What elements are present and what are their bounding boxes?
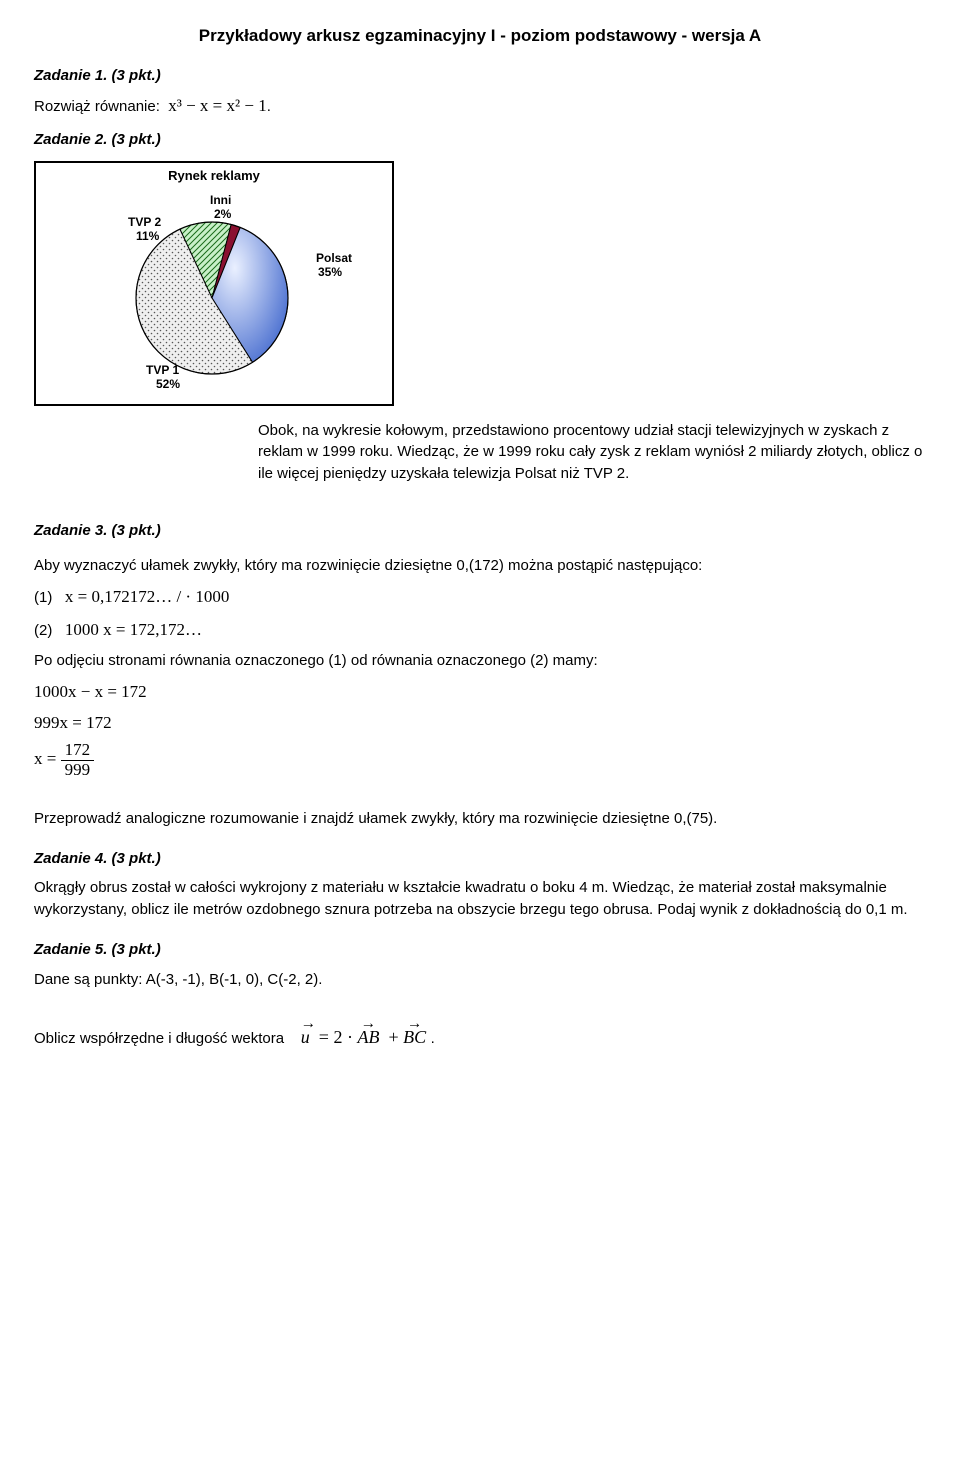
z5-vec-text: Oblicz współrzędne i długość wektora (34, 1030, 284, 1047)
z3-question: Aby wyznaczyć ułamek zwykły, który ma ro… (34, 555, 926, 577)
pie-chart: TVP 152% TVP 211% Inni2% Polsat35% (42, 188, 382, 398)
svg-text:2%: 2% (214, 207, 232, 221)
z4-text: Okrągły obrus został w całości wykrojony… (34, 877, 926, 921)
svg-text:35%: 35% (318, 265, 342, 279)
z5-dot: . (431, 1030, 435, 1047)
z3-intro: Obok, na wykresie kołowym, przedstawiono… (258, 420, 926, 485)
svg-text:TVP 1: TVP 1 (146, 363, 179, 377)
svg-text:11%: 11% (136, 229, 160, 243)
z1-text: Rozwiąż równanie: (34, 98, 160, 115)
z2-head: Zadanie 2. (3 pkt.) (34, 131, 161, 148)
eq1-label: (1) (34, 589, 52, 606)
z1-head: Zadanie 1. (3 pkt.) (34, 67, 161, 84)
z3-head: Zadanie 3. (3 pkt.) (34, 522, 161, 539)
page-title: Przykładowy arkusz egzaminacyjny I - poz… (34, 24, 926, 49)
svg-text:Inni: Inni (210, 193, 231, 207)
svg-text:Polsat: Polsat (316, 251, 352, 265)
z5-vec-formula: →u = 2 · →AB + →BC (301, 1027, 431, 1047)
z3-after: Po odjęciu stronami równania oznaczonego… (34, 650, 926, 672)
frac-den: 999 (61, 761, 95, 780)
svg-text:52%: 52% (156, 377, 180, 391)
derive-line-2: 999x = 172 (34, 711, 926, 736)
frac-num: 172 (61, 741, 95, 761)
frac-x-label: x = (34, 750, 56, 769)
pie-chart-title: Rynek reklamy (42, 167, 386, 186)
derive-line-1: 1000x − x = 172 (34, 680, 926, 705)
derive-line-3: x = 172 999 (34, 741, 926, 779)
z5-points: Dane są punkty: A(-3, -1), B(-1, 0), C(-… (34, 969, 926, 991)
eq2: 1000 x = 172,172… (65, 620, 202, 639)
eq2-label: (2) (34, 622, 52, 639)
z4-head: Zadanie 4. (3 pkt.) (34, 850, 161, 867)
eq1: x = 0,172172… / · 1000 (65, 587, 229, 606)
svg-text:TVP 2: TVP 2 (128, 215, 161, 229)
z3-task: Przeprowadź analogiczne rozumowanie i zn… (34, 808, 926, 830)
z1-dot: . (267, 98, 271, 115)
z1-formula: x³ − x = x² − 1 (168, 96, 266, 115)
z5-head: Zadanie 5. (3 pkt.) (34, 941, 161, 958)
pie-chart-container: Rynek reklamy TVP 152% TVP 211% Inni2% Pols… (34, 161, 394, 406)
